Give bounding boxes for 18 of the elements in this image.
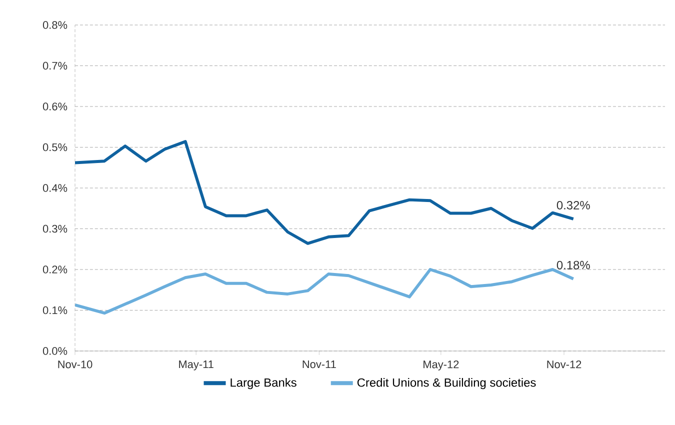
data-label: 0.32% (556, 200, 590, 210)
legend-label: Credit Unions & Building societies (357, 378, 536, 390)
y-tick-label: 0.7% (42, 62, 68, 70)
x-tick-label: Nov-10 (58, 360, 92, 368)
y-tick-label: 0.0% (42, 347, 68, 355)
y-tick-label: 0.8% (42, 21, 68, 29)
y-tick-label: 0.4% (42, 184, 68, 192)
y-tick-label: 0.2% (42, 266, 68, 274)
y-tick-label: 0.5% (42, 143, 68, 152)
x-tick-label: May-12 (424, 360, 459, 370)
x-tick-label: Nov-12 (547, 360, 582, 368)
y-tick-label: 0.6% (42, 102, 68, 110)
data-label: 0.18% (556, 260, 590, 270)
x-tick-label: Nov-11 (302, 360, 336, 368)
y-tick-label: 0.1% (42, 306, 68, 314)
x-tick-label: May-11 (179, 360, 214, 370)
y-tick-label: 0.3% (42, 224, 68, 233)
legend-label: Large Banks (230, 378, 296, 390)
